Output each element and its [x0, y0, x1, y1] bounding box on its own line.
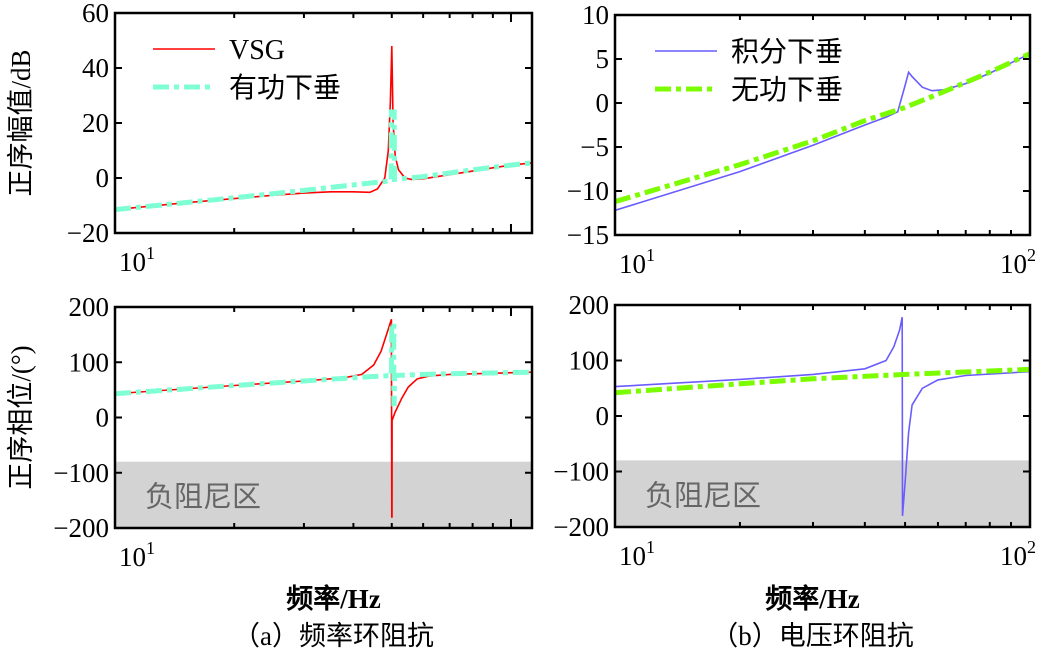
y-tick-label: −10 — [567, 176, 609, 206]
y-axis-label: 正序幅值/dB — [6, 49, 36, 196]
negative-damping-region — [615, 460, 1030, 527]
series-line-b-mag-1 — [615, 51, 1030, 204]
plot-frame — [113, 11, 534, 235]
y-tick-label: −200 — [53, 513, 109, 543]
x-tick-exponent: 1 — [646, 245, 655, 265]
x-tick-exponent: 1 — [146, 538, 155, 558]
series-line-a-mag-1 — [115, 109, 532, 213]
x-tick-label: 102 — [1000, 537, 1036, 571]
y-tick-label: −15 — [567, 220, 609, 250]
legend-label: 有功下垂 — [229, 72, 341, 104]
y-tick-label: 40 — [82, 53, 109, 83]
series-line-a-mag-0 — [115, 45, 532, 211]
x-axis-label: 频率/Hz — [765, 583, 860, 614]
subplot-a-phase: 负阻尼区 200 100 0 −100 −200 101 正序相位/(°) 频率/Hz （a）频率… — [6, 292, 534, 651]
x-tick-label: 101 — [119, 538, 155, 572]
y-tick-label: 0 — [596, 401, 610, 431]
x-tick-base: 10 — [619, 541, 646, 571]
y-tick-label: 0 — [96, 403, 110, 433]
x-tick-base: 10 — [1000, 249, 1027, 279]
x-tick-label: 102 — [1000, 245, 1036, 279]
y-tick-label: −20 — [67, 218, 109, 248]
series-line-a-phase-1 — [115, 321, 532, 407]
y-tick-label: −200 — [553, 512, 609, 542]
y-tick-label: 60 — [82, 0, 109, 28]
y-axis-label: 正序相位/(°) — [6, 345, 36, 489]
y-tick-label: 0 — [596, 88, 610, 118]
y-tick-label: 20 — [82, 108, 109, 138]
y-tick-label: −100 — [53, 458, 109, 488]
legend: VSG 有功下垂 — [153, 35, 341, 104]
y-tick-label: 100 — [569, 346, 610, 376]
y-tick-label: −100 — [553, 457, 609, 487]
y-tick-label: −5 — [580, 132, 609, 162]
y-tick-label: 100 — [69, 347, 110, 377]
x-tick-base: 10 — [619, 249, 646, 279]
legend-label: 积分下垂 — [731, 37, 843, 68]
series-line-b-phase-1 — [615, 366, 1030, 396]
y-tick-label: 200 — [569, 290, 610, 320]
x-tick-exponent: 1 — [646, 537, 655, 557]
x-tick-base: 10 — [1000, 541, 1027, 571]
x-tick-label: 101 — [619, 537, 655, 571]
series-line-b-phase-0 — [615, 317, 1030, 516]
negative-damping-label: 负阻尼区 — [645, 479, 761, 512]
plot-frame — [613, 13, 1032, 237]
subfigure-caption: （a）频率环阻抗 — [233, 621, 434, 651]
x-tick-exponent: 2 — [1027, 537, 1036, 557]
y-tick-label: 10 — [582, 0, 609, 30]
subplot-a-mag: 60 40 20 0 −20 101 正序幅值/dB VSG 有功下垂 — [6, 0, 534, 277]
x-tick-base: 10 — [119, 542, 146, 572]
x-tick-exponent: 1 — [146, 243, 155, 263]
x-tick-exponent: 2 — [1027, 245, 1036, 265]
x-tick-label: 101 — [619, 245, 655, 279]
negative-damping-region — [115, 461, 532, 528]
negative-damping-label: 负阻尼区 — [145, 481, 261, 514]
x-tick-base: 10 — [119, 247, 146, 277]
y-tick-label: 0 — [96, 163, 110, 193]
legend-label: 无功下垂 — [731, 75, 843, 106]
legend-label: VSG — [229, 35, 285, 66]
x-tick-label: 101 — [119, 243, 155, 277]
y-tick-label: 200 — [69, 292, 110, 322]
subfigure-caption: （b）电压环阻抗 — [711, 621, 914, 651]
y-tick-label: 5 — [596, 44, 610, 74]
x-axis-label: 频率/Hz — [286, 583, 381, 614]
